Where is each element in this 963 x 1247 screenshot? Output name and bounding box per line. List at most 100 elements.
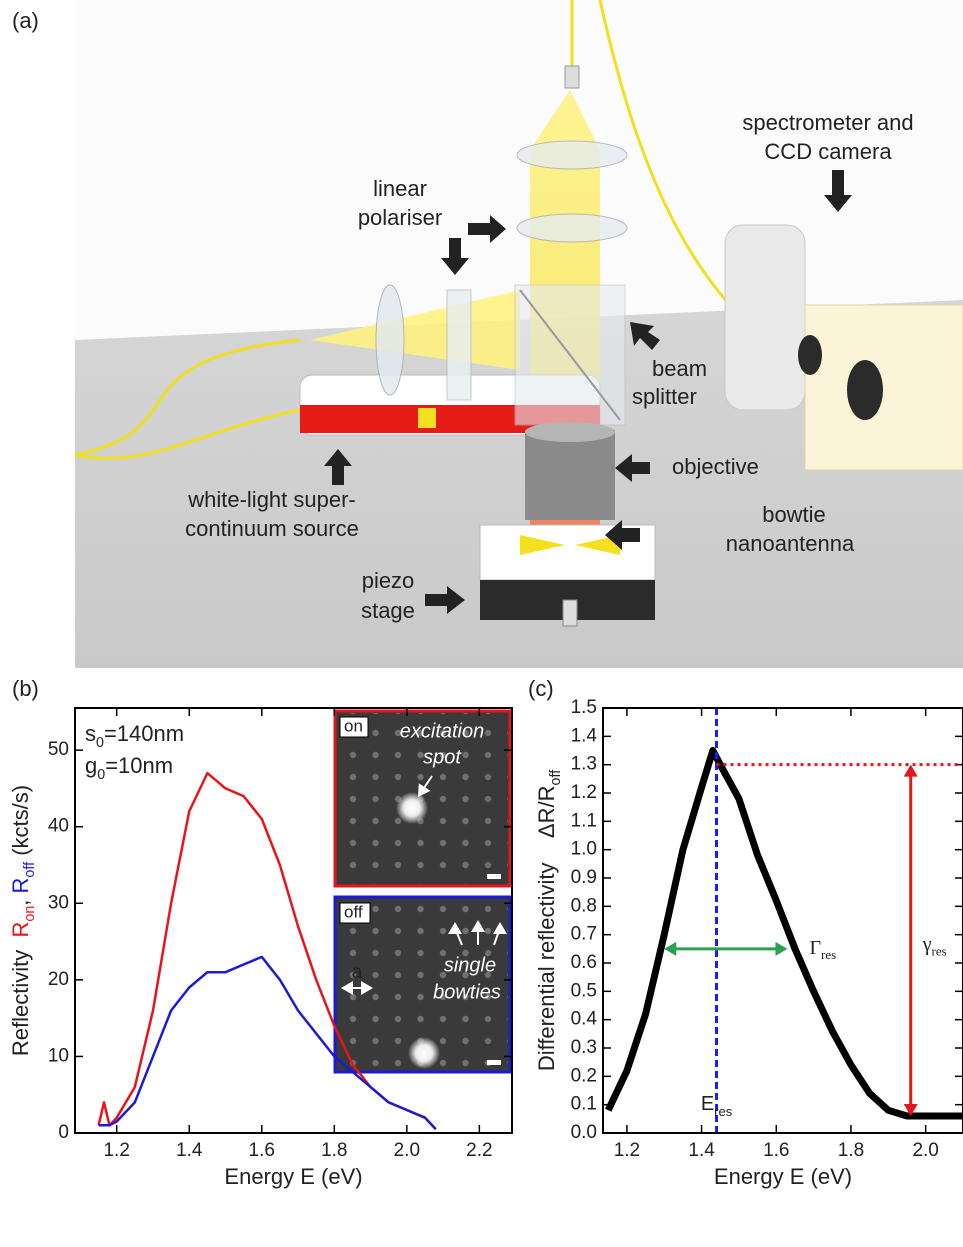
annotation-label-part: res <box>714 1104 733 1119</box>
y-axis-label-part: off <box>22 862 38 878</box>
y-axis-label-part: R <box>8 922 33 938</box>
y-tick-label: 0.3 <box>571 1037 597 1058</box>
y-axis-label-part: off <box>548 770 564 786</box>
panel-tag: (a) <box>12 8 39 33</box>
arrow-head <box>471 920 485 932</box>
arrow-head <box>664 941 677 956</box>
x-tick-label: 1.8 <box>321 1140 347 1161</box>
y-axis-label-part: ΔR/R <box>534 785 559 838</box>
setup-label: continuum source <box>185 516 359 541</box>
y-tick-label: 0.6 <box>571 952 597 973</box>
y-tick-label: 20 <box>48 969 69 990</box>
y-tick-label: 30 <box>48 892 69 913</box>
x-tick-label: 1.4 <box>176 1140 203 1161</box>
inset-tag: off <box>344 902 363 921</box>
x-axis-label: Energy E (eV) <box>714 1164 852 1189</box>
x-tick-label: 1.2 <box>614 1140 640 1161</box>
arrow-head <box>418 783 431 797</box>
parameter-label-part: 0 <box>96 735 104 751</box>
excitation-spot <box>408 1037 440 1069</box>
y-tick-label: 1.2 <box>571 782 597 803</box>
y-axis-label-part: , <box>8 893 33 905</box>
inset-tag-box <box>339 716 369 738</box>
y-tick-label: 0.5 <box>571 980 597 1001</box>
setup-label: beam <box>652 356 707 381</box>
panel-tag: (b) <box>12 676 39 701</box>
x-tick-label: 1.6 <box>249 1140 275 1161</box>
y-tick-label: 1.0 <box>571 839 597 860</box>
inset-caption: spot <box>423 746 462 768</box>
setup-label: linear <box>373 176 427 201</box>
excitation-spot <box>396 792 428 824</box>
x-tick-label: 2.0 <box>394 1140 420 1161</box>
inset-tag-box <box>339 902 371 924</box>
scale-bar <box>487 874 501 879</box>
y-tick-label: 0.8 <box>571 895 597 916</box>
annotation-label-part: res <box>821 947 836 962</box>
y-axis-label-part: on <box>22 906 38 922</box>
arrow-head <box>448 922 462 934</box>
annotation-label-part: Γ <box>809 936 821 958</box>
y-tick-label: 1.3 <box>571 754 597 775</box>
plot-frame <box>74 707 513 1134</box>
parameter-label-part: g <box>85 753 97 778</box>
x-tick-label: 1.2 <box>103 1140 129 1161</box>
arrow-head <box>775 941 788 956</box>
annotation-label: Eres <box>701 1093 733 1119</box>
data-line <box>98 955 437 1131</box>
x-tick-label: 1.6 <box>763 1140 789 1161</box>
x-tick-label: 2.2 <box>466 1140 492 1161</box>
setup-label: polariser <box>358 205 442 230</box>
y-tick-label: 0.0 <box>571 1122 597 1143</box>
y-tick-label: 40 <box>48 816 69 837</box>
parameter-label: s0=140nm <box>85 721 184 751</box>
arrow-head <box>903 764 918 777</box>
parameter-label-part: s <box>85 721 96 746</box>
setup-label: piezo <box>362 568 415 593</box>
inset-tag: on <box>344 716 363 735</box>
inset-caption: single <box>444 954 496 976</box>
y-tick-label: 0.1 <box>571 1094 597 1115</box>
y-tick-label: 1.5 <box>571 697 597 718</box>
panel-tag: (c) <box>528 676 554 701</box>
parameter-label-part: =140nm <box>104 721 184 746</box>
setup-label: nanoantenna <box>726 531 855 556</box>
data-line <box>605 747 963 1120</box>
y-tick-label: 0.9 <box>571 867 597 888</box>
setup-label: splitter <box>632 384 697 409</box>
parameter-label-part: 0 <box>97 767 105 783</box>
y-tick-label: 0.2 <box>571 1065 597 1086</box>
parameter-label-part: =10nm <box>105 753 173 778</box>
setup-label: spectrometer and <box>742 110 913 135</box>
y-tick-label: 1.1 <box>571 810 597 831</box>
y-tick-label: 50 <box>48 739 69 760</box>
plot-frame <box>602 707 963 1134</box>
annotation-label-part: res <box>932 944 947 959</box>
annotation-label: γres <box>922 933 947 959</box>
y-axis-label-part: Differential reflectivity <box>534 838 559 1071</box>
parameter-label: g0=10nm <box>85 753 173 783</box>
x-tick-label: 1.4 <box>688 1140 715 1161</box>
setup-label: stage <box>361 598 415 623</box>
inset-caption: a <box>352 962 363 983</box>
y-axis-label-part: R <box>8 878 33 894</box>
setup-label: objective <box>672 454 759 479</box>
setup-label: bowtie <box>762 502 826 527</box>
annotation-label: Γres <box>809 936 836 962</box>
pointer-arrows <box>324 170 852 614</box>
arrow-head <box>493 922 507 934</box>
y-tick-label: 0 <box>58 1122 69 1143</box>
setup-label: CCD camera <box>764 139 892 164</box>
y-tick-label: 0.4 <box>571 1009 598 1030</box>
x-axis-label: Energy E (eV) <box>224 1164 362 1189</box>
x-tick-label: 1.8 <box>838 1140 864 1161</box>
arrow-head <box>341 981 353 995</box>
annotation-label-part: γ <box>922 933 932 955</box>
inset-caption: bowties <box>433 981 501 1003</box>
scale-bar <box>487 1060 501 1065</box>
y-axis-label: Differential reflectivity ΔR/Roff <box>534 770 564 1071</box>
x-tick-label: 2.0 <box>912 1140 938 1161</box>
y-tick-label: 0.7 <box>571 924 597 945</box>
y-tick-label: 10 <box>48 1045 69 1066</box>
